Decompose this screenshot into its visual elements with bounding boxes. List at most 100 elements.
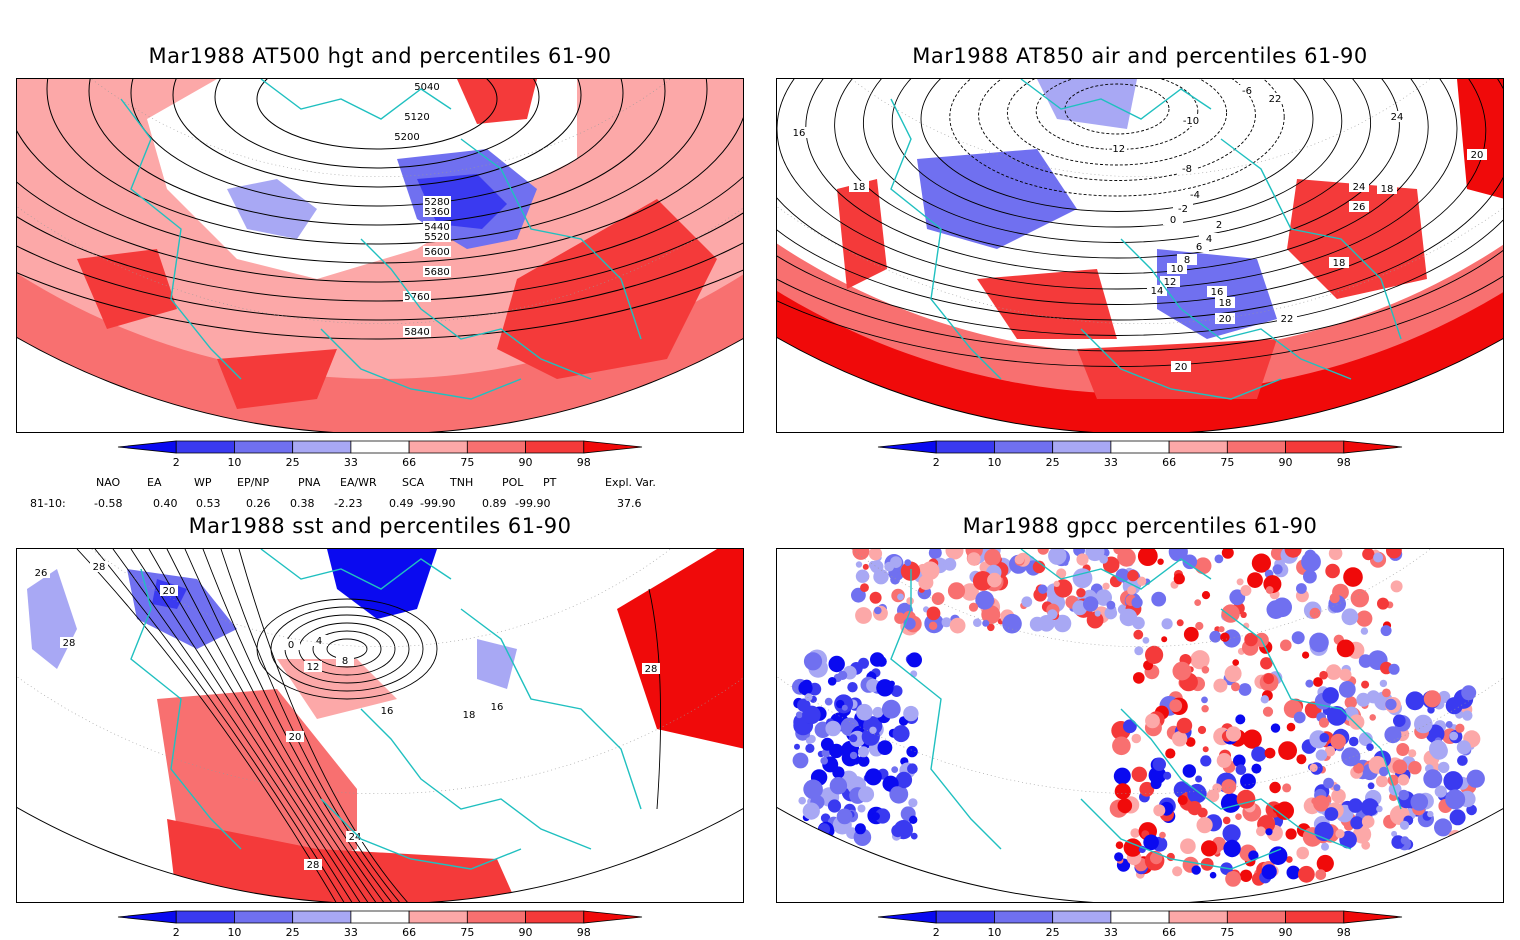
precip-cell [1076,553,1089,566]
height-contour [130,79,624,207]
precip-cell [1152,757,1166,771]
contour-label-bg [460,709,478,720]
contour-label: -8 [1182,164,1192,175]
index-value-tnh: -99.90 [420,497,456,510]
precip-cell [1085,549,1105,562]
precip-cell [1390,580,1403,593]
precip-cell [1221,779,1237,795]
index-name-tnh: TNH [450,476,474,489]
contour-label: 16 [381,706,394,717]
precip-cell [847,682,858,693]
precip-cell [1251,763,1262,774]
coastline [1220,138,1402,340]
precip-cell [1316,854,1334,873]
height-contour [17,79,743,264]
colorbar-tick-label: 10 [227,456,242,469]
precip-cell [1235,714,1246,725]
contour-label-bg [304,859,322,870]
height-contour [214,79,540,169]
precip-cell [818,823,831,835]
sst-contour [220,549,402,902]
contour-label: 20 [1471,150,1484,161]
precip-cell [961,583,979,601]
precip-cell [841,704,848,711]
contour-label-bg [346,831,364,842]
precip-cell [866,678,880,693]
precip-cell [873,569,889,585]
contour-label-bg [282,639,300,650]
precip-cell [1132,616,1145,630]
precip-cell [855,561,863,568]
precip-cell [869,591,882,604]
colorbar-segment [466,440,526,454]
colorbar-segment [994,910,1054,924]
precip-cell [982,619,990,627]
precip-cell [1244,632,1258,647]
precip-cell [1443,771,1463,791]
precip-cell [1053,614,1072,633]
map-panel-sst: 26 28 28 20 0 4 8 12 16 20 24 28 18 16 28 [16,548,744,903]
colorbar-tick-label: 98 [576,456,591,469]
contour-label: 0 [1170,215,1176,226]
precip-cell [1269,781,1281,794]
contour-label-bg [304,661,322,672]
colorbar-tick-label: 90 [518,926,533,939]
colorbar-air850 [877,440,1403,454]
precip-cell [1286,865,1301,880]
temperature-contour [920,79,1314,212]
contour-label-bg [1160,276,1180,287]
precip-cell [1433,841,1448,856]
precip-cell [909,815,918,824]
precip-cell [1256,826,1266,837]
contour-label-bg [1107,143,1127,154]
panel-title-sst: Mar1988 sst and percentiles 61-90 [188,514,572,538]
temperature-contour [777,79,1458,290]
precip-cell [894,612,906,624]
precip-cell [1356,692,1371,707]
contour-label: 16 [793,128,806,139]
colorbar-tick-label: 66 [1162,456,1177,469]
contour-label-bg [1167,263,1187,274]
index-name-ea: EA [147,476,162,489]
precip-cell [1213,678,1228,693]
precip-cell [1318,717,1330,728]
precip-cell [798,681,813,696]
index-value-nao: -0.58 [94,497,123,510]
colorbar-segment [117,440,177,454]
contour-label-bg [1177,254,1197,265]
colorbar-segment [994,440,1054,454]
contour-label-bg [1185,189,1205,200]
precip-cell [1032,560,1046,574]
contour-label-bg [423,231,451,242]
sst-contour [94,549,346,902]
precip-cell [820,813,831,823]
precip-cell [803,652,823,671]
precip-cell [1182,554,1198,570]
precip-cell [1168,549,1188,562]
precip-cell [1172,731,1188,747]
contour-label: 5360 [424,207,449,218]
precip-cell [1400,836,1410,845]
precip-cell [1216,753,1232,768]
precip-cell [1172,866,1183,877]
contour-label-bg [403,111,431,122]
precip-cell [868,560,878,570]
contour-label: 14 [1151,286,1164,297]
map-fill-hgt500: 5040512052005280536054405520560056805760… [17,79,743,432]
precip-cell [1137,549,1158,566]
index-name-wp: WP [194,476,212,489]
colorbar-tick-label: 33 [343,456,358,469]
sst-contour [648,588,662,810]
precip-cell [1396,743,1410,756]
colorbar-segment [408,910,468,924]
precip-cell [1373,552,1384,563]
colorbar-segment [1052,910,1112,924]
colorbar-segment [1168,440,1228,454]
precip-cell [1185,737,1196,747]
precip-cell [1127,569,1139,582]
precip-cell [1313,677,1323,687]
precip-cell [1240,611,1247,618]
coastline [890,98,1002,380]
contour-label-bg [789,127,809,138]
precip-cell [832,766,845,779]
